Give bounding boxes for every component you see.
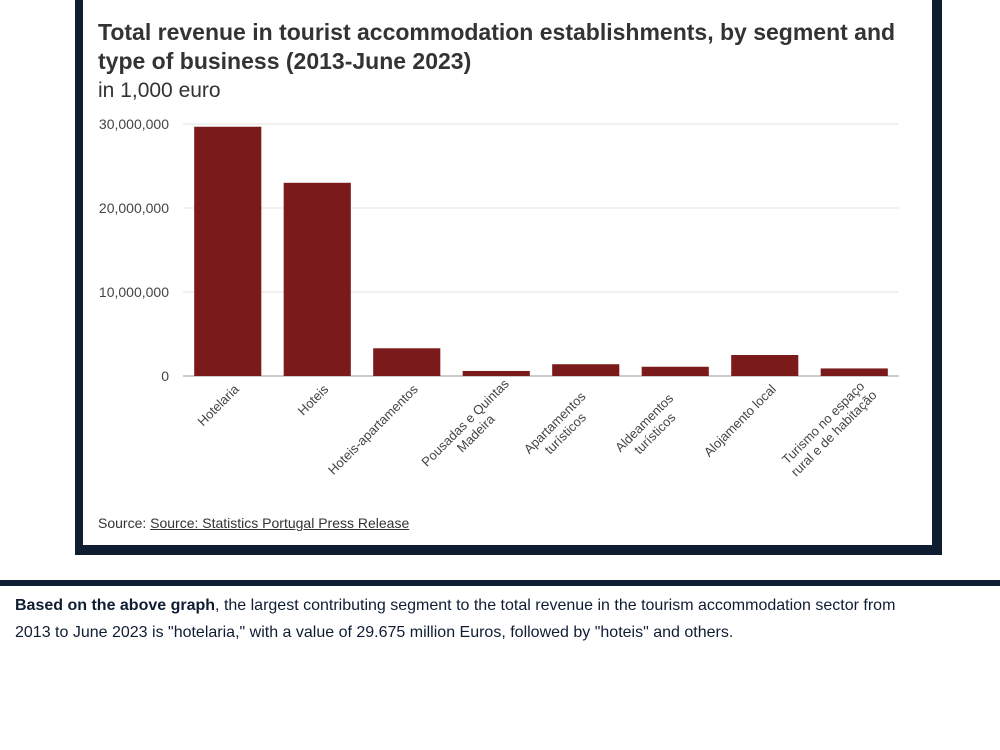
x-tick-label: Pousadas e QuintasMadeira — [418, 376, 522, 480]
y-tick-label: 30,000,000 — [99, 116, 169, 132]
y-tick-label: 0 — [161, 368, 169, 384]
bar — [731, 355, 799, 376]
caption-line-1-text: , the largest contributing segment to th… — [215, 597, 896, 614]
bar — [373, 348, 441, 376]
bar — [552, 364, 620, 376]
bar — [283, 182, 351, 376]
chart-card: Total revenue in tourist accommodation e… — [83, 0, 932, 545]
bar — [194, 126, 262, 376]
bar-chart: 0 10,000,000 20,000,000 30,000,000 Hotelaria… — [99, 116, 899, 480]
caption: Based on the above graph, the largest co… — [15, 592, 1000, 646]
y-tick-label: 20,000,000 — [99, 200, 169, 216]
caption-line-1: Based on the above graph, the largest co… — [15, 592, 1000, 619]
source-line: Source: Source: Statistics Portugal Pres… — [98, 515, 409, 531]
divider-rule — [0, 580, 1000, 586]
bar — [641, 366, 709, 376]
x-tick-label: Apartamentosturísticos — [521, 388, 600, 467]
x-tick-label: Alojamento local — [701, 381, 779, 459]
bar — [462, 370, 530, 376]
bar — [820, 368, 888, 376]
caption-bold-lead: Based on the above graph — [15, 597, 216, 614]
x-tick-label: Turismo no espaçorural e de habitação — [777, 377, 879, 479]
x-tick-label: Hotelaria — [194, 381, 242, 429]
x-tick-label: Aldeamentosturísticos — [612, 390, 687, 465]
source-prefix: Source: — [98, 515, 147, 531]
source-link[interactable]: Source: Statistics Portugal Press Releas… — [150, 515, 410, 531]
chart-title: Total revenue in tourist accommodation e… — [98, 19, 896, 74]
chart-subtitle: in 1,000 euro — [98, 79, 221, 102]
chart-frame: Total revenue in tourist accommodation e… — [75, 0, 942, 555]
y-tick-label: 10,000,000 — [99, 284, 169, 300]
x-tick-label: Hoteis-apartamentos — [325, 381, 421, 477]
caption-line-2: 2013 to June 2023 is "hotelaria," with a… — [15, 624, 734, 641]
x-tick-label: Hoteis — [295, 381, 332, 418]
